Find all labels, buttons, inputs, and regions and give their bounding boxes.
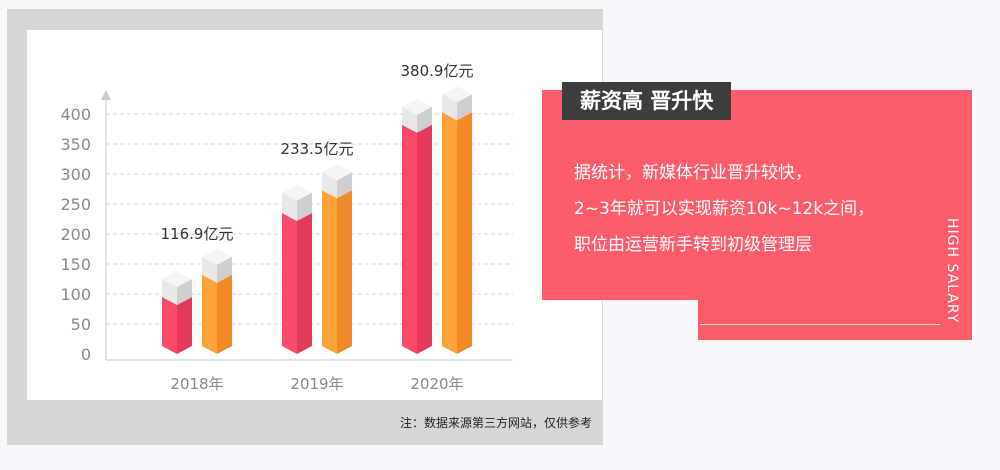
data-label: 380.9亿元 — [401, 62, 474, 80]
bar-cap-side — [417, 106, 432, 133]
card-text-line: 职位由运营新手转到初级管理层 — [574, 235, 812, 255]
bar-side — [217, 274, 232, 354]
y-tick-label: 0 — [81, 345, 91, 364]
bar-cap-front — [202, 256, 217, 283]
data-label: 116.9亿元 — [161, 225, 234, 243]
data-label: 233.5亿元 — [281, 140, 354, 158]
bar-side — [337, 190, 352, 354]
y-tick-label: 250 — [60, 195, 91, 214]
bar-cap-side — [217, 256, 232, 283]
bar-front — [402, 124, 417, 354]
bar-side — [457, 112, 472, 354]
bar-cap-front — [402, 106, 417, 133]
card-divider — [700, 324, 940, 325]
bar-cap-front — [162, 279, 177, 305]
bar-cap-front — [322, 172, 337, 199]
bar-side — [417, 124, 432, 354]
bar-cap-side — [297, 192, 312, 221]
bar-front — [322, 190, 337, 354]
chart-panel: 0 50 100 150 200 250 300 350 400 2018年 116.9亿元 2019… — [27, 30, 602, 400]
card-edge — [965, 90, 972, 340]
card-tail — [698, 300, 972, 340]
bar-side — [297, 213, 312, 354]
x-tick-label: 2018年 — [170, 375, 223, 393]
bar-front — [202, 274, 217, 354]
y-axis-arrow — [101, 90, 111, 100]
y-tick-label: 300 — [60, 165, 91, 184]
bar-front — [162, 297, 177, 354]
y-tick-label: 350 — [60, 135, 91, 154]
y-tick-label: 200 — [60, 225, 91, 244]
bar-cap-top — [202, 248, 232, 265]
x-tick-label: 2019年 — [290, 375, 343, 393]
bar-cap-front — [282, 192, 297, 221]
bar-cap-side — [457, 94, 472, 121]
bar-cap-top — [282, 184, 312, 201]
y-tick-label: 50 — [71, 315, 91, 334]
info-card — [542, 90, 972, 300]
bar-chart: 0 50 100 150 200 250 300 350 400 2018年 116.9亿元 2019… — [60, 62, 513, 393]
y-tick-label: 100 — [60, 285, 91, 304]
bar-cap-top — [442, 86, 472, 103]
bar-cap-side — [177, 279, 192, 305]
bar-cap-front — [442, 94, 457, 121]
bar-cap-side — [337, 172, 352, 199]
bar-front — [442, 112, 457, 354]
card-text-line: 2~3年就可以实现薪资10k~12k之间， — [574, 199, 875, 219]
bar-cap-top — [322, 164, 352, 181]
x-tick-label: 2020年 — [410, 375, 463, 393]
bar-front — [282, 213, 297, 354]
bar-side — [177, 297, 192, 354]
source-note: 注：数据来源第三方网站，仅供参考 — [399, 416, 592, 430]
y-tick-label: 400 — [60, 105, 91, 124]
card-text-line: 据统计，新媒体行业晋升较快， — [574, 163, 812, 183]
card-tag: 薪资高 晋升快 — [562, 82, 732, 120]
bar-cap-top — [402, 98, 432, 115]
side-label: HIGH SALARY — [944, 218, 960, 324]
bar-cap-top — [162, 271, 192, 287]
y-tick-label: 150 — [60, 255, 91, 274]
